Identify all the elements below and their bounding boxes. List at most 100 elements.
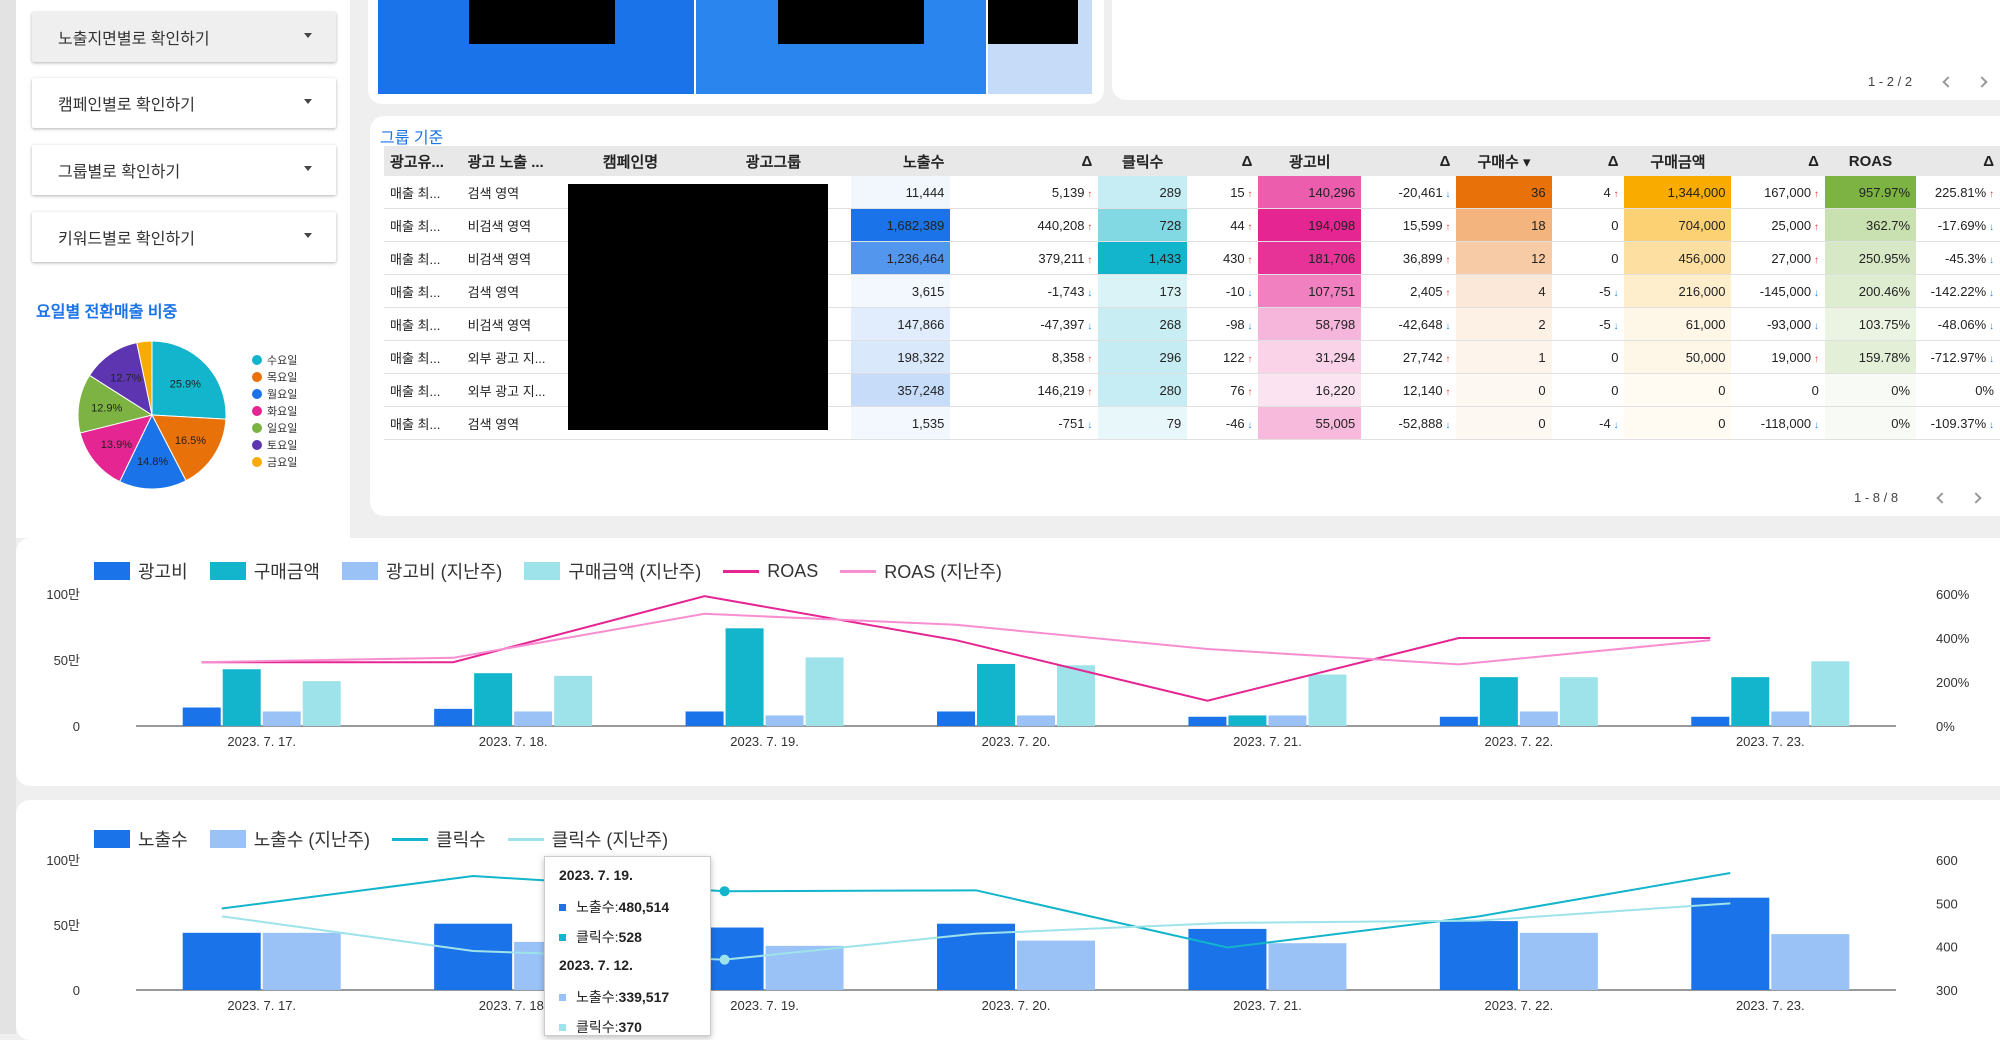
legend-item[interactable]: 광고비 (지난주)	[341, 558, 502, 584]
chart-bar[interactable]	[1188, 716, 1227, 726]
chart-bar[interactable]	[937, 923, 1015, 990]
chart-bar[interactable]	[1017, 715, 1055, 726]
chevron-right-icon[interactable]	[1976, 76, 1988, 88]
table-cell: 27,000 ↑	[1731, 241, 1825, 275]
legend-item[interactable]: 클릭수 (지난주)	[507, 826, 669, 852]
table-header-cell[interactable]: ROAS	[1824, 146, 1917, 176]
chart-bar[interactable]	[685, 711, 724, 726]
pie-slice[interactable]	[151, 414, 227, 482]
table-header-cell[interactable]: Δ	[950, 146, 1099, 176]
legend-item[interactable]: ROAS	[723, 561, 818, 582]
chart-bar[interactable]	[222, 669, 261, 726]
arrow-down-icon: ↓	[1084, 320, 1093, 332]
pie-slice[interactable]	[77, 374, 154, 434]
chart-line[interactable]	[221, 902, 1731, 961]
chart-bar[interactable]	[1519, 932, 1598, 990]
chart-bar[interactable]	[474, 673, 513, 726]
chart-bar[interactable]	[1691, 897, 1770, 990]
table-header-cell[interactable]: 광고유...	[384, 146, 462, 176]
chart-bar[interactable]	[514, 711, 553, 726]
legend-label: 구매금액	[253, 562, 320, 582]
table-header-cell[interactable]: 클릭수	[1098, 146, 1188, 176]
nav-button-group[interactable]: 그룹별로 확인하기	[32, 145, 336, 195]
chart-bar[interactable]	[725, 628, 764, 726]
chart-point[interactable]	[719, 954, 730, 965]
pie-legend-label: 토요일	[267, 438, 297, 452]
legend-item[interactable]: 노출수 (지난주)	[209, 826, 370, 852]
y-right-tick-label: 0%	[1936, 719, 1955, 734]
chart-point[interactable]	[719, 886, 730, 897]
nav-button-keyword[interactable]: 키워드별로 확인하기	[32, 212, 336, 262]
table-header-cell[interactable]: 광고 노출 ...	[461, 146, 566, 176]
legend-item[interactable]: ROAS (지난주)	[840, 558, 1002, 584]
table-header-cell[interactable]: 구매수 ▾	[1456, 146, 1552, 176]
table-header-cell[interactable]: Δ	[1361, 146, 1457, 176]
chart-bar[interactable]	[937, 711, 975, 726]
pie-slice[interactable]	[79, 414, 153, 483]
chart-bar[interactable]	[1691, 716, 1730, 726]
chart-bar[interactable]	[1308, 674, 1347, 726]
chart-bar[interactable]	[1268, 715, 1307, 726]
nav-button-campaign[interactable]: 캠페인별로 확인하기	[32, 78, 336, 128]
chart-bar[interactable]	[262, 711, 301, 726]
table-row[interactable]: 매출 최... 외부 광고 지... 198,322 8,358 ↑ 296 122 ↑ 3…	[384, 340, 2000, 374]
chart-bar[interactable]	[765, 945, 844, 990]
chart-bar[interactable]	[262, 932, 341, 990]
chevron-left-icon[interactable]	[1942, 76, 1954, 88]
chart-bar[interactable]	[1439, 921, 1518, 990]
chart-bar[interactable]	[554, 675, 593, 726]
chart-line[interactable]	[201, 612, 1711, 666]
chart-line[interactable]	[201, 595, 1711, 702]
chart-bar[interactable]	[1811, 661, 1850, 726]
table-header-cell[interactable]: Δ	[1916, 146, 2000, 176]
chart-bar[interactable]	[182, 932, 261, 990]
chart-bar[interactable]	[1439, 716, 1478, 726]
table-cell: 357,248	[851, 373, 951, 407]
chart-bar[interactable]	[1771, 934, 1850, 990]
table-header-cell[interactable]: 노출수	[851, 146, 951, 176]
table-cell: 31,294	[1258, 340, 1362, 374]
chart-bar[interactable]	[1057, 665, 1095, 726]
nav-button-placement[interactable]: 노출지면별로 확인하기	[32, 12, 336, 62]
chart-bar[interactable]	[1479, 677, 1518, 726]
pie-slice[interactable]	[151, 340, 227, 420]
chart-bar[interactable]	[182, 707, 221, 726]
chart-line[interactable]	[221, 872, 1731, 949]
legend-item[interactable]: 클릭수	[392, 826, 486, 852]
chart-bar[interactable]	[1268, 943, 1347, 990]
table-cell: -5 ↓	[1551, 274, 1625, 308]
chart-bar[interactable]	[1771, 711, 1810, 726]
table-header-cell[interactable]: 캠페인명	[565, 146, 696, 176]
chart-bar[interactable]	[434, 923, 513, 990]
chart-bar[interactable]	[765, 715, 804, 726]
arrow-up-icon: ↑	[1442, 221, 1451, 233]
table-header-cell[interactable]: Δ	[1187, 146, 1259, 176]
legend-item[interactable]: 노출수	[94, 826, 188, 852]
arrow-down-icon: ↓	[1610, 320, 1619, 332]
table-row[interactable]: 매출 최... 검색 영역 11,444 5,139 ↑ 289 15 ↑ 140,296-…	[384, 176, 2000, 209]
table-header-cell[interactable]: Δ	[1551, 146, 1625, 176]
pie-slice[interactable]	[136, 340, 153, 416]
chart-bar[interactable]	[434, 708, 473, 726]
table-header-cell[interactable]: 광고비	[1258, 146, 1362, 176]
table-header-cell[interactable]: Δ	[1731, 146, 1825, 176]
legend-item[interactable]: 구매금액	[209, 558, 320, 584]
table-header-cell[interactable]: 광고그룹	[695, 146, 852, 176]
legend-item[interactable]: 구매금액 (지난주)	[524, 558, 701, 584]
chart-bar[interactable]	[302, 681, 341, 726]
chart-bar[interactable]	[1228, 715, 1267, 726]
legend-label: 클릭수 (지난주)	[551, 830, 669, 850]
pie-slice[interactable]	[88, 341, 153, 417]
legend-swatch	[341, 562, 378, 580]
chart-bar[interactable]	[1731, 677, 1770, 726]
legend-item[interactable]: 광고비	[94, 558, 188, 584]
chart-bar[interactable]	[977, 663, 1015, 726]
table-header-cell[interactable]: 구매금액	[1624, 146, 1732, 176]
chart-bar[interactable]	[1017, 940, 1095, 990]
table-cell: 194,098	[1258, 208, 1362, 242]
pie-slice[interactable]	[118, 413, 187, 490]
chart-bar[interactable]	[1188, 928, 1267, 990]
chart-bar[interactable]	[1559, 677, 1598, 726]
chart-bar[interactable]	[1519, 711, 1558, 726]
chart-bar[interactable]	[805, 657, 844, 726]
